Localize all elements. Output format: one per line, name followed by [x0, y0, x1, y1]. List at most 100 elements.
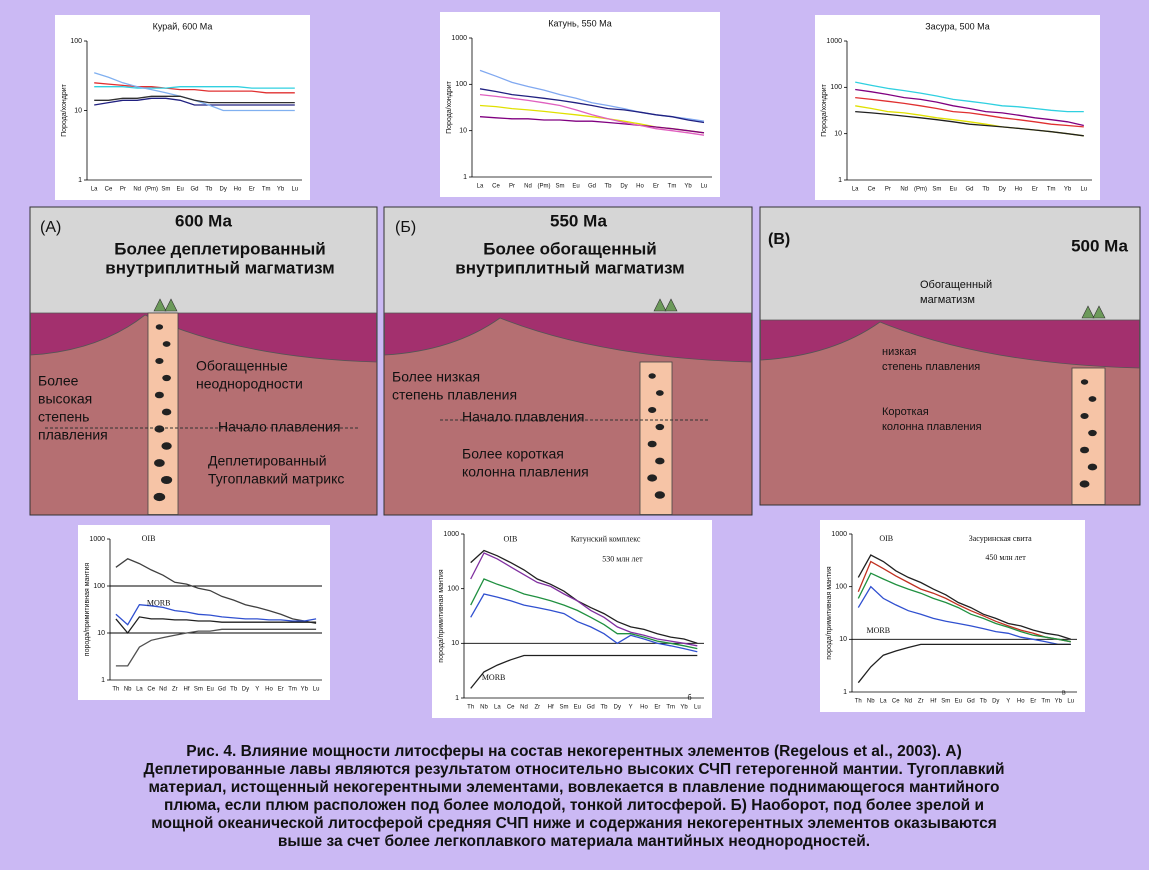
panel-label: (А)	[40, 219, 61, 236]
panel-title: Более обогащенный	[483, 239, 657, 258]
chart-annotation: OIB	[879, 534, 893, 543]
x-tick-label: Tm	[668, 184, 677, 190]
y-tick-label: 1	[455, 695, 459, 702]
x-tick-label: Er	[654, 705, 660, 711]
caption-line: выше за счет более легкоплавкого материа…	[278, 833, 870, 850]
x-tick-label: Nd	[159, 687, 167, 693]
y-tick-label: 10	[834, 131, 842, 138]
y-tick-label: 1000	[443, 531, 459, 538]
y-tick-label: 100	[93, 583, 105, 590]
x-tick-label: Sm	[941, 699, 950, 705]
y-tick-label: 1000	[89, 536, 105, 543]
x-tick-label: Eu	[176, 187, 183, 193]
x-tick-label: Tb	[980, 699, 988, 705]
heterogeneity	[1089, 396, 1097, 402]
heterogeneity	[154, 425, 164, 432]
y-tick-label: 1	[78, 177, 82, 184]
x-tick-label: Zr	[172, 687, 178, 693]
panel-note: Начало плавления	[462, 409, 584, 425]
x-tick-label: Er	[278, 687, 284, 693]
x-tick-label: Zr	[918, 699, 924, 705]
panel-note: степень плавления	[392, 387, 517, 403]
plume-column	[640, 362, 672, 515]
x-tick-label: Th	[467, 705, 474, 711]
x-tick-label: Dy	[242, 687, 249, 693]
x-tick-label: Yb	[680, 705, 688, 711]
panel-title: внутриплитный магматизм	[105, 258, 334, 277]
x-tick-label: La	[852, 187, 859, 193]
panel-note: магматизм	[920, 294, 975, 306]
heterogeneity	[1080, 413, 1088, 419]
panel-note: Тугоплавкий матрикс	[208, 471, 344, 487]
x-tick-label: (Pm)	[145, 187, 158, 193]
x-tick-label: La	[494, 705, 501, 711]
x-tick-label: Ce	[892, 699, 900, 705]
heterogeneity	[154, 493, 166, 501]
x-tick-label: Sm	[560, 705, 569, 711]
x-tick-label: Y	[1006, 699, 1010, 705]
heterogeneity	[648, 373, 655, 378]
x-tick-label: Eu	[955, 699, 962, 705]
x-tick-label: Nd	[904, 699, 912, 705]
heterogeneity	[655, 458, 664, 465]
y-tick-label: 10	[839, 636, 847, 643]
chart-annotation: MORB	[867, 626, 891, 635]
x-tick-label: Th	[112, 687, 119, 693]
heterogeneity	[155, 392, 164, 399]
x-tick-label: Er	[1032, 187, 1038, 193]
x-tick-label: La	[477, 184, 484, 190]
y-axis-label: порода/примитивная мантия	[84, 563, 91, 657]
chart-annotation: в	[1062, 688, 1066, 697]
y-tick-label: 100	[835, 584, 847, 591]
panel-note: степень	[38, 409, 89, 425]
caption-line: плюма, если плюм расположен под более мо…	[164, 797, 984, 814]
panel-note: неоднородности	[196, 376, 303, 392]
x-tick-label: Hf	[548, 705, 554, 711]
chart-annotation: 530 млн лет	[602, 554, 643, 563]
heterogeneity	[1081, 379, 1088, 384]
x-tick-label: Ce	[492, 184, 500, 190]
x-tick-label: Ho	[640, 705, 648, 711]
x-tick-label: Pr	[509, 184, 515, 190]
chart-frame	[78, 525, 330, 700]
x-tick-label: Nd	[900, 187, 908, 193]
chart-title: Засура, 500 Ма	[925, 21, 989, 31]
x-tick-label: Tb	[600, 705, 608, 711]
x-tick-label: Pr	[885, 187, 891, 193]
chart-frame	[440, 12, 720, 197]
x-tick-label: Nd	[520, 705, 528, 711]
panel-note: степень плавления	[882, 361, 980, 373]
panel-title: Более деплетированный	[114, 239, 325, 258]
x-tick-label: Gd	[190, 187, 198, 193]
x-tick-label: Lu	[1067, 699, 1074, 705]
y-tick-label: 1000	[826, 38, 842, 45]
x-tick-label: Dy	[992, 699, 999, 705]
page: { "top_charts": [ {"title": "Курай, 600 …	[0, 0, 1149, 870]
panel-note: плавления	[38, 427, 108, 443]
chart-annotation: Катунский комплекс	[571, 535, 641, 544]
panel-note: Более низкая	[392, 369, 480, 385]
heterogeneity	[162, 375, 171, 381]
x-tick-label: Lu	[694, 705, 701, 711]
x-tick-label: Sm	[932, 187, 941, 193]
heterogeneity	[162, 409, 171, 416]
chart-annotation: OIB	[504, 535, 518, 544]
x-tick-label: Tm	[1047, 187, 1056, 193]
x-tick-label: Th	[855, 699, 862, 705]
y-axis-label: Порода/хондрит	[821, 83, 828, 137]
panel-age: 600 Ма	[175, 211, 232, 230]
x-tick-label: Eu	[574, 705, 581, 711]
heterogeneity	[161, 476, 172, 484]
x-tick-label: Er	[249, 187, 255, 193]
heterogeneity	[155, 358, 163, 364]
panel-note: колонна плавления	[882, 421, 982, 433]
x-tick-label: Lu	[313, 687, 320, 693]
y-tick-label: 1	[101, 677, 105, 684]
y-tick-label: 100	[455, 81, 467, 88]
x-tick-label: Tm	[288, 687, 297, 693]
caption-line: мощной океанической литосферой средняя С…	[151, 815, 997, 832]
y-tick-label: 100	[70, 38, 82, 45]
x-tick-label: Y	[255, 687, 259, 693]
chart-annotation: MORB	[147, 599, 171, 608]
x-tick-label: Sm	[161, 187, 170, 193]
